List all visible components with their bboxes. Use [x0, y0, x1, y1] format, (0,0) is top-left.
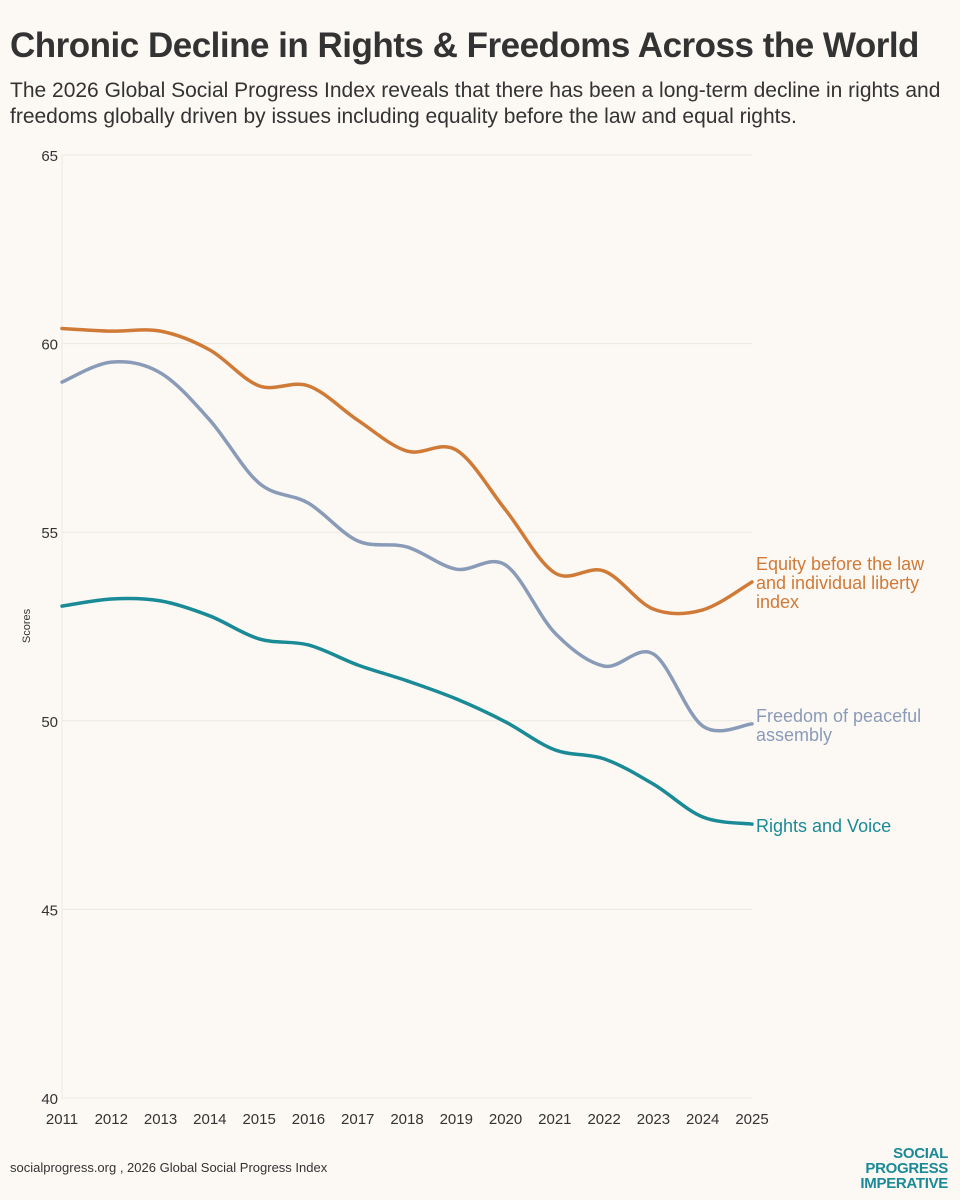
y-tick-label: 60	[41, 337, 58, 354]
x-tick-label: 2018	[390, 1111, 423, 1128]
x-tick-label: 2015	[242, 1111, 275, 1128]
y-tick-label: 40	[41, 1091, 58, 1108]
series-line	[60, 326, 754, 616]
x-tick-label: 2021	[538, 1111, 571, 1128]
chart-subtitle: The 2026 Global Social Progress Index re…	[10, 79, 941, 128]
x-tick-label: 2024	[686, 1111, 719, 1128]
x-tick-label: 2016	[292, 1111, 325, 1128]
x-tick-label: 2014	[193, 1111, 226, 1128]
chart-title: Chronic Decline in Rights & Freedoms Acr…	[10, 26, 919, 65]
line-chart: 40 45 50 55 60 65 2011 2012 2013 2014 2015 2016 2017…	[21, 148, 925, 1128]
x-tick-label: 2019	[440, 1111, 473, 1128]
logo-line: PROGRESS	[865, 1160, 948, 1177]
series-line	[60, 359, 754, 733]
source-note: socialprogress.org , 2026 Global Social …	[10, 1160, 328, 1175]
y-tick-label: 45	[41, 902, 58, 919]
x-tick-label: 2020	[489, 1111, 522, 1128]
social-progress-imperative-logo: SOCIAL PROGRESS IMPERATIVE	[860, 1146, 948, 1191]
x-tick-label: 2022	[587, 1111, 620, 1128]
x-tick-label: 2023	[637, 1111, 670, 1128]
x-tick-label: 2013	[144, 1111, 177, 1128]
logo-line: SOCIAL	[893, 1145, 948, 1162]
series-label: index	[756, 592, 799, 612]
y-axis-label: Scores	[21, 608, 33, 643]
x-tick-label: 2017	[341, 1111, 374, 1128]
logo-line: IMPERATIVE	[860, 1175, 948, 1192]
x-tick-label: 2011	[46, 1111, 78, 1128]
y-tick-label: 50	[41, 714, 58, 731]
series-label: assembly	[756, 725, 832, 745]
x-tick-label: 2012	[95, 1111, 128, 1128]
y-tick-label: 65	[41, 148, 58, 165]
x-tick-label: 2025	[735, 1111, 768, 1128]
y-tick-label: 55	[41, 525, 58, 542]
series-label: Rights and Voice	[756, 816, 891, 836]
series-label: Freedom of peaceful	[756, 706, 921, 726]
series-line	[60, 596, 754, 826]
series-label: and individual liberty	[756, 573, 919, 593]
series-label: Equity before the law	[756, 554, 925, 574]
